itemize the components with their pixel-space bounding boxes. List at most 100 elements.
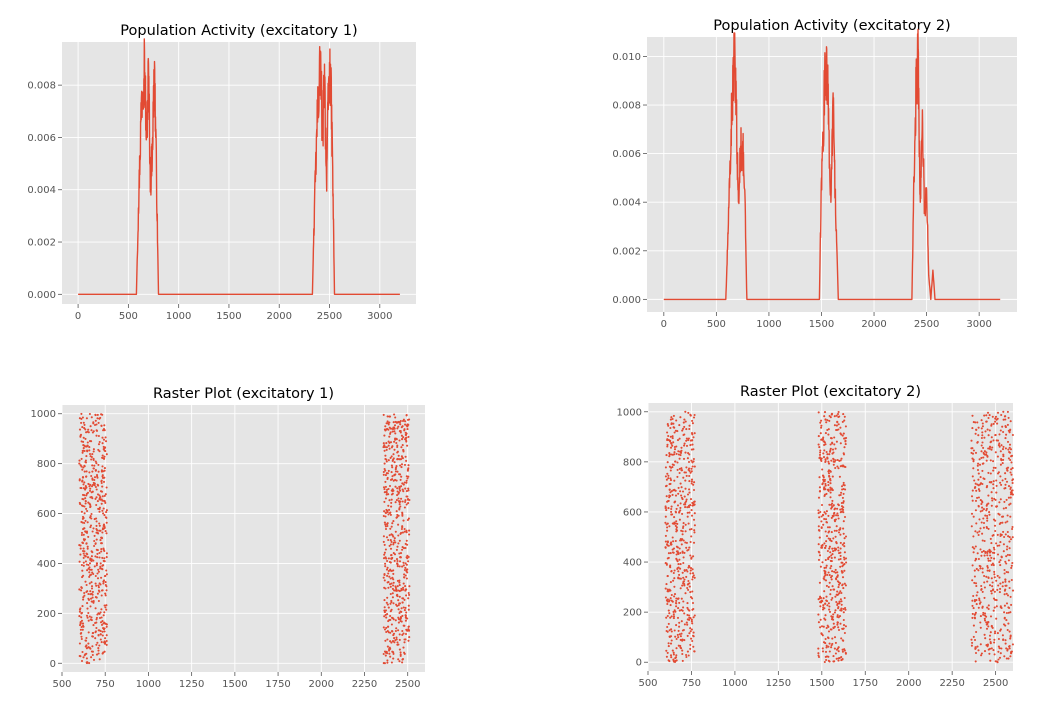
spike-point xyxy=(978,530,981,533)
spike-point xyxy=(974,530,977,533)
spike-point xyxy=(974,482,977,485)
spike-point xyxy=(668,525,671,528)
spike-point xyxy=(691,601,695,605)
spike-point xyxy=(392,584,395,587)
spike-point xyxy=(95,517,98,520)
spike-point xyxy=(79,655,82,658)
spike-point xyxy=(678,471,681,475)
spike-point xyxy=(392,602,395,605)
spike-point xyxy=(838,475,841,478)
spike-point xyxy=(1008,606,1011,610)
spike-point xyxy=(994,451,997,454)
spike-point xyxy=(395,421,398,424)
spike-point xyxy=(400,485,403,488)
spike-point xyxy=(986,565,989,568)
spike-point xyxy=(691,597,694,600)
spike-point xyxy=(824,637,827,641)
spike-point xyxy=(827,489,830,492)
spike-point xyxy=(672,463,675,467)
spike-point xyxy=(682,433,685,437)
spike-point xyxy=(844,651,847,654)
spike-point xyxy=(995,599,998,602)
spike-point xyxy=(834,595,837,598)
spike-point xyxy=(403,573,406,576)
spike-point xyxy=(970,638,973,641)
spike-point xyxy=(1009,448,1013,451)
spike-point xyxy=(985,420,988,423)
spike-point xyxy=(91,645,94,648)
spike-point xyxy=(986,554,989,557)
spike-point xyxy=(386,659,389,662)
spike-point xyxy=(983,619,987,622)
y-tick-label: 200 xyxy=(623,608,642,619)
spike-point xyxy=(998,544,1001,547)
spike-point xyxy=(394,619,397,622)
spike-point xyxy=(687,654,690,657)
spike-point xyxy=(101,436,104,439)
spike-point xyxy=(397,514,400,517)
spike-point xyxy=(402,490,405,493)
spike-point xyxy=(104,606,107,609)
y-tick-label: 0.008 xyxy=(27,81,56,92)
spike-point xyxy=(393,559,396,562)
spike-point xyxy=(104,501,107,504)
spike-point xyxy=(675,553,678,556)
spike-point xyxy=(817,613,820,616)
x-tick-label: 0 xyxy=(75,311,81,322)
x-tick-label: 750 xyxy=(96,679,115,690)
spike-point xyxy=(398,539,401,542)
spike-point xyxy=(971,546,974,549)
spike-point xyxy=(685,546,688,549)
spike-point xyxy=(1011,536,1014,539)
spike-point xyxy=(822,452,825,455)
spike-point xyxy=(85,647,88,650)
spike-point xyxy=(387,581,390,584)
spike-point xyxy=(817,509,820,512)
spike-point xyxy=(827,637,830,640)
spike-point xyxy=(85,507,88,510)
spike-point xyxy=(981,532,984,535)
spike-point xyxy=(104,641,107,644)
spike-point xyxy=(1009,515,1012,518)
spike-point xyxy=(842,511,845,514)
spike-point xyxy=(821,513,825,516)
spike-point xyxy=(992,609,995,612)
spike-point xyxy=(970,644,973,647)
spike-point xyxy=(1011,433,1014,437)
spike-point xyxy=(407,487,410,490)
spike-point xyxy=(668,494,671,497)
spike-point xyxy=(838,592,841,595)
spike-point xyxy=(835,657,838,660)
spike-point xyxy=(396,545,399,548)
spike-point xyxy=(664,546,667,549)
spike-point xyxy=(98,440,101,444)
spike-point xyxy=(1008,645,1011,648)
spike-point xyxy=(971,641,974,644)
spike-point xyxy=(987,648,990,651)
spike-point xyxy=(671,417,674,421)
spike-point xyxy=(823,486,826,489)
spike-point xyxy=(105,589,108,592)
spike-point xyxy=(83,481,86,484)
spike-point xyxy=(683,583,686,586)
spike-point xyxy=(100,623,104,626)
spike-point xyxy=(1001,448,1005,451)
spike-point xyxy=(992,480,995,483)
spike-point xyxy=(84,580,87,583)
spike-point xyxy=(401,601,404,604)
spike-point xyxy=(670,630,673,633)
spike-point xyxy=(664,534,667,537)
spike-point xyxy=(822,606,825,609)
spike-point xyxy=(667,609,670,612)
spike-point xyxy=(95,524,98,527)
spike-point xyxy=(88,446,91,449)
spike-point xyxy=(991,446,994,449)
spike-point xyxy=(80,637,83,641)
spike-point xyxy=(989,537,992,540)
spike-point xyxy=(1004,578,1007,581)
spike-point xyxy=(825,492,828,495)
spike-point xyxy=(832,655,835,658)
spike-point xyxy=(975,630,978,634)
spike-point xyxy=(385,422,388,425)
spike-point xyxy=(828,650,831,653)
